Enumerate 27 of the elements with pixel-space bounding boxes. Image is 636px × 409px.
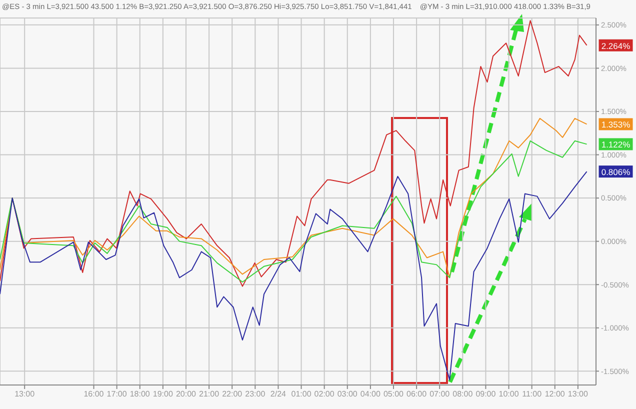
x-tick-label: 18:00 [130,390,150,399]
x-tick-label: 17:00 [106,390,128,399]
x-tick-label: 12:00 [544,390,566,399]
x-tick-label: 13:00 [568,390,588,399]
x-tick-label: 08:00 [452,390,474,399]
x-tick-label: 11:00 [522,390,542,399]
x-tick-label: 13:00 [14,390,36,399]
data-label: 1.353% [601,120,631,130]
data-label: 1.122% [601,140,631,150]
x-tick-label: 05:00 [383,390,404,399]
x-tick-label: 23:00 [245,390,266,399]
data-label: 2.264% [601,40,631,51]
x-tick-label: 07:00 [430,390,450,399]
x-tick-label: 19:00 [152,390,174,399]
x-tick-label: 09:00 [476,390,496,399]
x-tick-label: 21:00 [199,390,220,399]
x-tick-label: 2/24 [270,390,287,399]
data-label: 0.806% [601,167,631,178]
x-tick-label: 02:00 [314,390,335,399]
x-tick-label: 04:00 [360,390,381,399]
x-tick-label: 16:00 [84,390,104,399]
x-tick-label: 20:00 [176,390,197,399]
x-tick-label: 01:00 [291,390,312,399]
x-tick-label: 03:00 [337,390,358,399]
x-tick-label: 10:00 [498,390,520,399]
x-tick-label: 06:00 [406,390,428,399]
x-tick-label: 22:00 [222,390,243,399]
